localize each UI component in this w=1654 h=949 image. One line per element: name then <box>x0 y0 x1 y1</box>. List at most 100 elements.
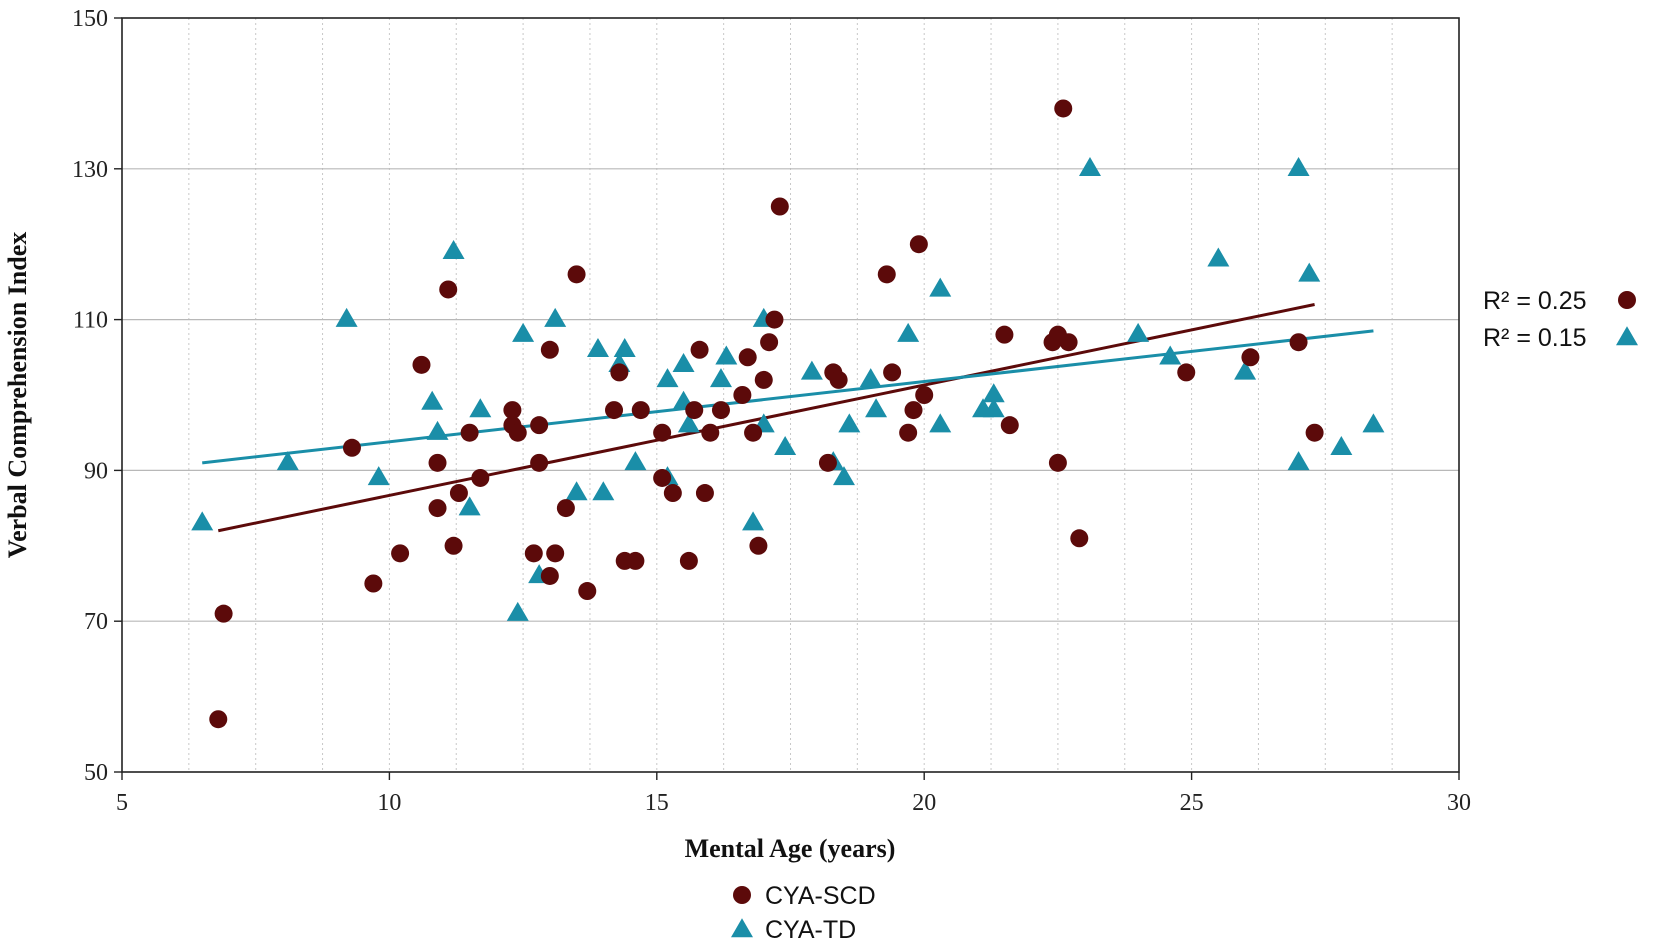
data-point-cya-scd <box>508 423 527 442</box>
data-point-cya-td <box>469 398 492 418</box>
data-point-cya-scd <box>428 453 447 472</box>
r2-label-cya-td: R² = 0.15 <box>1483 324 1587 352</box>
data-point-cya-td <box>1159 345 1182 365</box>
data-point-cya-td <box>624 451 647 471</box>
r2-label-cya-scd: R² = 0.25 <box>1483 287 1587 315</box>
data-point-cya-td <box>929 413 952 433</box>
data-point-cya-scd <box>695 484 714 503</box>
data-point-cya-td <box>1287 157 1310 177</box>
data-point-cya-scd <box>567 265 586 284</box>
legend-label-cya-scd: CYA-SCD <box>765 882 876 910</box>
data-point-cya-scd <box>653 468 672 487</box>
x-tick-label: 5 <box>116 790 128 816</box>
data-point-cya-td <box>1298 262 1321 282</box>
data-point-cya-td <box>421 390 444 410</box>
legend-marker-cya-td <box>731 918 753 938</box>
data-point-cya-scd <box>995 325 1014 344</box>
y-tick-label: 70 <box>84 609 108 635</box>
r2-legend: R² = 0.25 R² = 0.15 <box>1483 287 1638 352</box>
data-point-cya-td <box>592 481 615 501</box>
data-point-cya-td <box>442 239 465 259</box>
legend-marker-cya-scd <box>1618 291 1636 309</box>
data-point-cya-scd <box>738 348 757 367</box>
y-tick-label: 130 <box>72 157 108 183</box>
data-point-cya-scd <box>663 484 682 503</box>
data-point-cya-scd <box>679 551 698 570</box>
data-point-cya-scd <box>214 604 233 623</box>
data-point-cya-scd <box>626 551 645 570</box>
series-legend: CYA-SCD CYA-TD <box>731 882 876 944</box>
data-point-cya-td <box>367 466 390 486</box>
data-point-cya-td <box>458 496 481 516</box>
data-point-cya-scd <box>733 386 752 404</box>
data-point-cya-scd <box>1305 423 1324 442</box>
data-point-cya-scd <box>342 438 361 457</box>
data-point-cya-td <box>800 360 823 380</box>
data-points <box>191 99 1385 729</box>
data-point-cya-scd <box>754 370 773 389</box>
data-point-cya-td <box>1234 360 1257 380</box>
data-point-cya-scd <box>904 401 923 420</box>
data-point-cya-td <box>276 451 299 471</box>
data-point-cya-scd <box>685 401 704 420</box>
data-point-cya-scd <box>1177 363 1196 382</box>
data-point-cya-scd <box>556 499 575 518</box>
data-point-cya-scd <box>631 401 650 420</box>
data-point-cya-scd <box>439 280 458 299</box>
data-point-cya-scd <box>711 401 730 420</box>
axis-ticks: 5 10 15 20 25 30 50 70 90 110 130 150 <box>72 6 1471 816</box>
data-point-cya-scd <box>412 355 431 374</box>
data-point-cya-td <box>715 345 738 365</box>
trendlines <box>202 303 1374 533</box>
data-point-cya-td <box>838 413 861 433</box>
data-point-cya-scd <box>1000 416 1019 435</box>
legend-marker-cya-scd <box>733 886 751 904</box>
x-tick-label: 15 <box>645 790 669 816</box>
data-point-cya-td <box>865 398 888 418</box>
data-point-cya-td <box>565 481 588 501</box>
data-point-cya-scd <box>364 574 383 593</box>
data-point-cya-td <box>191 511 214 531</box>
data-point-cya-scd <box>605 401 624 420</box>
data-point-cya-td <box>1127 322 1150 342</box>
data-point-cya-td <box>859 368 882 388</box>
x-tick-label: 30 <box>1447 790 1471 816</box>
data-point-cya-scd <box>1289 333 1308 352</box>
data-point-cya-scd <box>877 265 896 284</box>
data-point-cya-td <box>709 368 732 388</box>
data-point-cya-scd <box>391 544 410 563</box>
x-axis-title: Mental Age (years) <box>685 834 896 863</box>
data-point-cya-scd <box>760 333 779 352</box>
trendline-cya-td <box>202 329 1374 465</box>
data-point-cya-td <box>897 322 920 342</box>
data-point-cya-scd <box>546 544 565 563</box>
data-point-cya-td <box>1287 451 1310 471</box>
y-tick-label: 110 <box>73 308 108 334</box>
data-point-cya-scd <box>449 484 468 503</box>
plot-frame <box>121 17 1460 773</box>
data-point-cya-td <box>586 337 609 357</box>
legend-label-cya-td: CYA-TD <box>765 916 856 944</box>
data-point-cya-scd <box>1048 453 1067 472</box>
data-point-cya-scd <box>690 340 709 359</box>
data-point-cya-scd <box>209 710 228 729</box>
data-point-cya-scd <box>829 370 848 389</box>
data-point-cya-scd <box>540 566 559 585</box>
legend-marker-cya-td <box>1616 326 1638 346</box>
data-point-cya-scd <box>610 363 629 382</box>
data-point-cya-scd <box>818 453 837 472</box>
data-point-cya-td <box>742 511 765 531</box>
data-point-cya-td <box>982 383 1005 403</box>
x-tick-label: 20 <box>912 790 936 816</box>
data-point-cya-td <box>656 368 679 388</box>
y-tick-label: 50 <box>84 760 108 786</box>
data-point-cya-td <box>1207 247 1230 267</box>
y-axis-title: Verbal Comprehension Index <box>3 232 32 559</box>
data-point-cya-scd <box>540 340 559 359</box>
data-point-cya-scd <box>899 423 918 442</box>
data-point-cya-td <box>426 420 449 440</box>
x-tick-label: 25 <box>1180 790 1204 816</box>
data-point-cya-td <box>774 436 797 455</box>
